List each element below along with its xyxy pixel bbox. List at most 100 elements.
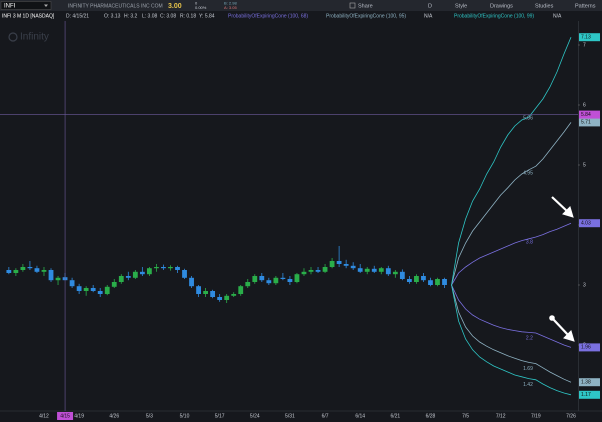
- x-tick-label: 5/24: [250, 413, 260, 419]
- candle-body: [287, 279, 293, 282]
- candle-body: [435, 279, 440, 285]
- candle-body: [203, 291, 209, 294]
- candle-body: [175, 267, 180, 270]
- candle-body: [238, 286, 244, 294]
- bid: B: 2.98: [224, 1, 237, 6]
- candle-body: [196, 286, 201, 294]
- toolbar: [0, 0, 602, 11]
- legend-status: N/A: [424, 13, 433, 19]
- candle-body: [189, 277, 194, 287]
- x-tick-label: 6/21: [390, 413, 400, 419]
- candle-body: [34, 268, 40, 272]
- price-tag: [579, 118, 600, 127]
- readout: H: 3.2: [124, 13, 138, 19]
- candle-body: [336, 261, 342, 264]
- candle-body: [371, 268, 377, 272]
- crosshair-tag: [579, 110, 600, 119]
- candle-body: [301, 271, 307, 275]
- button[interactable]: Patterns: [575, 3, 596, 9]
- x-tick-label: 4/26: [109, 413, 119, 419]
- candle-body: [217, 297, 223, 300]
- cone-line: [451, 284, 572, 348]
- cone-annotation: 3.8: [526, 239, 533, 245]
- symbol-input[interactable]: [0, 1, 52, 10]
- candle-body: [210, 291, 216, 297]
- button[interactable]: Style: [455, 3, 467, 9]
- y-tick-label: 3: [583, 282, 586, 288]
- y-tick-label: 6: [583, 102, 586, 108]
- company-name: INFINITY PHARMACEUTICALS INC COM: [68, 3, 163, 9]
- candle-body: [224, 295, 230, 300]
- candle-body: [125, 276, 131, 278]
- x-tick-label: 7/19: [531, 413, 541, 419]
- candle-body: [329, 261, 335, 267]
- candle-body: [182, 270, 187, 278]
- button[interactable]: Studies: [535, 3, 554, 9]
- candle-body: [90, 288, 96, 291]
- candle-body: [273, 277, 279, 284]
- dropdown-icon[interactable]: [44, 4, 48, 8]
- cone-annotation: 5.86: [523, 116, 533, 122]
- share-icon[interactable]: [349, 2, 356, 9]
- price-tag: [579, 33, 600, 42]
- candle-body: [421, 276, 426, 281]
- cone-annotation: 1.42: [523, 382, 533, 388]
- x-tick-label: 5/17: [215, 413, 225, 419]
- candle-body: [364, 268, 370, 272]
- button[interactable]: Drawings: [490, 3, 513, 9]
- crosshair-tag-label: 5.84: [581, 112, 591, 118]
- button[interactable]: D: [428, 3, 432, 9]
- candle-body: [231, 294, 237, 296]
- candle-body: [357, 268, 363, 272]
- x-tick-label: 7/12: [496, 413, 506, 419]
- x-tick-label: 7/26: [566, 413, 576, 419]
- legend-entry: ProbabilityOfExpiringCone (100, 68): [228, 13, 308, 19]
- x-tick-label: 6/7: [322, 413, 329, 419]
- cone-annotation: 1.69: [523, 366, 533, 372]
- cone-annotation: 4.95: [523, 170, 533, 176]
- readout: O: 3.13: [104, 13, 121, 19]
- candle-body: [76, 286, 82, 291]
- candle-body: [315, 270, 321, 272]
- candle-body: [13, 270, 19, 273]
- candle-body: [118, 276, 124, 282]
- candle-body: [97, 291, 103, 294]
- candle-body: [280, 277, 286, 279]
- candle-body: [392, 271, 398, 275]
- y-tick-label: 7: [583, 42, 586, 48]
- candle-body: [245, 282, 251, 287]
- x-tick-label: 5/3: [146, 413, 153, 419]
- candle-body: [266, 280, 272, 284]
- x-tick-label: 7/5: [462, 413, 469, 419]
- arrow: [551, 196, 569, 213]
- price-tag-label: 5.71: [581, 120, 591, 126]
- price-tag-label: 1.96: [581, 345, 591, 351]
- crosshair-date-label: 4/15: [60, 413, 70, 419]
- watermark: Infinity: [20, 32, 49, 43]
- watermark-logo: [8, 32, 18, 42]
- candle-body: [27, 267, 33, 269]
- readout: Y: 5.84: [199, 13, 215, 19]
- symbol[interactable]: INFI: [4, 4, 16, 10]
- price-tag-label: 1.17: [581, 392, 591, 398]
- candle-body: [442, 279, 447, 285]
- button[interactable]: Share: [358, 3, 373, 9]
- price-tag: [579, 219, 600, 228]
- candle-body: [378, 268, 384, 272]
- change-pct: 0.00%: [195, 5, 207, 10]
- y-tick-label: 5: [583, 162, 586, 168]
- cone-line: [451, 284, 572, 396]
- candle-body: [20, 267, 26, 270]
- cone-annotation: 2.2: [526, 335, 533, 341]
- x-tick-label: 6/28: [426, 413, 436, 419]
- x-tick-label: 5/31: [285, 413, 295, 419]
- arrows: [549, 196, 575, 342]
- price-tag: [579, 343, 600, 352]
- candle-body: [48, 270, 54, 281]
- candle-body: [6, 270, 12, 273]
- candle-body: [259, 276, 265, 281]
- arrow-head: [563, 330, 575, 342]
- change: 0: [195, 1, 198, 6]
- candle-body: [104, 286, 110, 294]
